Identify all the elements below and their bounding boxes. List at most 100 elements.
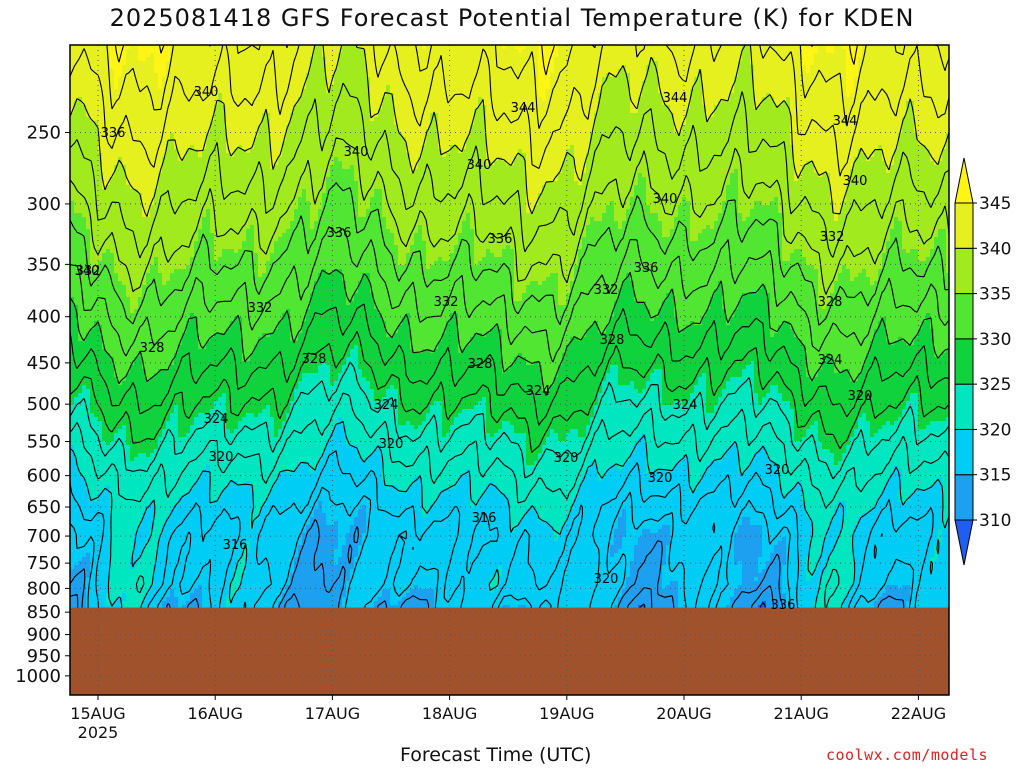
- colorbar-swatch: [954, 338, 974, 385]
- contour-label: 336: [327, 226, 352, 241]
- contour-label: 340: [75, 264, 100, 279]
- y-tick-label: 900: [27, 625, 61, 646]
- colorbar-label: 340: [979, 239, 1011, 259]
- x-tick-label: 15AUG: [70, 704, 125, 723]
- contour-label: 324: [526, 384, 551, 399]
- contour-label: 336: [101, 126, 126, 141]
- contour-340: [70, 45, 949, 217]
- contour-label: 332: [248, 301, 273, 316]
- colorbar-label: 325: [979, 375, 1011, 395]
- contour-324: [70, 361, 949, 480]
- colorbar-label: 320: [979, 420, 1011, 440]
- contour-label: 324: [204, 412, 229, 427]
- colorbar-swatch: [954, 474, 974, 521]
- colorbar-swatch: [954, 293, 974, 340]
- contour-label: 324: [374, 398, 399, 413]
- contour-label: 316: [223, 538, 248, 553]
- contour-label: 340: [344, 145, 369, 160]
- x-axis: 15AUG 16AUG 17AUG 18AUG 19AUG 20AUG 21AUG 22AUG…: [70, 695, 946, 742]
- contour-label: 328: [818, 295, 843, 310]
- y-tick-label: 750: [27, 553, 61, 574]
- y-tick-label: 450: [27, 353, 61, 374]
- contour-318: [70, 450, 934, 613]
- contour-332: [70, 226, 949, 363]
- colorbar-label: 330: [979, 330, 1011, 350]
- contour-330: [70, 269, 949, 396]
- contour-label: 316: [472, 511, 497, 526]
- contour-label: 340: [467, 158, 492, 173]
- contour-label: 340: [843, 174, 868, 189]
- contour-label: 320: [765, 463, 790, 478]
- theta-field: [70, 45, 949, 608]
- colorbar-swatch: [954, 247, 974, 295]
- contour-label: 344: [833, 114, 858, 129]
- y-tick-label: 400: [27, 307, 61, 328]
- contour-label: 344: [511, 101, 536, 116]
- contour-336: [70, 137, 949, 295]
- y-tick-label: 650: [27, 497, 61, 518]
- y-tick-label: 850: [27, 602, 61, 623]
- contour-label: 320: [554, 451, 579, 466]
- x-tick-label: 21AUG: [773, 704, 828, 723]
- x-axis-label: Forecast Time (UTC): [400, 744, 591, 766]
- contour-label: 336: [771, 598, 796, 613]
- y-axis: 2503003504004505005506006507007508008509…: [15, 122, 70, 687]
- contour-label: 328: [302, 352, 327, 367]
- contour-label: 336: [488, 232, 513, 247]
- contour-label: 332: [594, 283, 619, 298]
- y-tick-label: 500: [27, 394, 61, 415]
- contour-label: 320: [209, 450, 234, 465]
- underground-fill: [70, 607, 949, 695]
- x-tick-label: 22AUG: [891, 704, 946, 723]
- colorbar-swatch: [954, 383, 974, 430]
- colorbar-label: 310: [979, 511, 1011, 531]
- contour-320: [70, 420, 949, 613]
- y-tick-label: 950: [27, 646, 61, 667]
- y-tick-label: 600: [27, 466, 61, 487]
- contour-346: [114, 45, 859, 76]
- y-tick-label: 300: [27, 194, 61, 215]
- y-tick-label: 1000: [15, 666, 61, 687]
- x-tick-label: 16AUG: [187, 704, 242, 723]
- x-tick-year: 2025: [78, 723, 119, 742]
- grid-lines: [70, 45, 949, 695]
- contour-label: 324: [818, 353, 843, 368]
- colorbar-label: 345: [979, 194, 1011, 214]
- y-tick-label: 700: [27, 526, 61, 547]
- x-tick-label: 17AUG: [305, 704, 360, 723]
- colorbar-max-arrow: [954, 157, 974, 204]
- x-tick-label: 19AUG: [539, 704, 594, 723]
- contour-label: 320: [648, 471, 673, 486]
- contour-label: 328: [140, 341, 165, 356]
- y-tick-label: 350: [27, 254, 61, 275]
- chart-title: 2025081418 GFS Forecast Potential Temper…: [0, 4, 1024, 32]
- contour-label: 332: [820, 230, 845, 245]
- y-tick-label: 250: [27, 122, 61, 143]
- contour-326: [70, 331, 949, 453]
- contour-label: 340: [653, 192, 678, 207]
- contour-label: 320: [594, 572, 619, 587]
- colorbar: 310 315 320 325 330 335 340 345: [954, 157, 1011, 566]
- contour-label: 332: [76, 264, 101, 279]
- x-tick-label: 18AUG: [422, 704, 477, 723]
- contour-label: 332: [434, 295, 459, 310]
- colorbar-label: 335: [979, 285, 1011, 305]
- credit-link[interactable]: coolwx.com/models: [826, 746, 988, 764]
- contour-316: [70, 486, 915, 613]
- colorbar-swatch: [954, 428, 974, 476]
- x-tick-label: 20AUG: [656, 704, 711, 723]
- contour-label: 320: [379, 437, 404, 452]
- colorbar-label: 315: [979, 466, 1011, 486]
- y-tick-label: 800: [27, 578, 61, 599]
- contour-label: 336: [634, 261, 659, 276]
- contour-334: [70, 182, 949, 326]
- colorbar-min-arrow: [954, 519, 974, 566]
- contour-342: [70, 45, 949, 177]
- contour-314: [70, 519, 905, 613]
- plot-frame: [69, 44, 950, 696]
- contour-label: 328: [468, 357, 493, 372]
- contour-label: 320: [848, 389, 873, 404]
- contour-328: [70, 303, 949, 426]
